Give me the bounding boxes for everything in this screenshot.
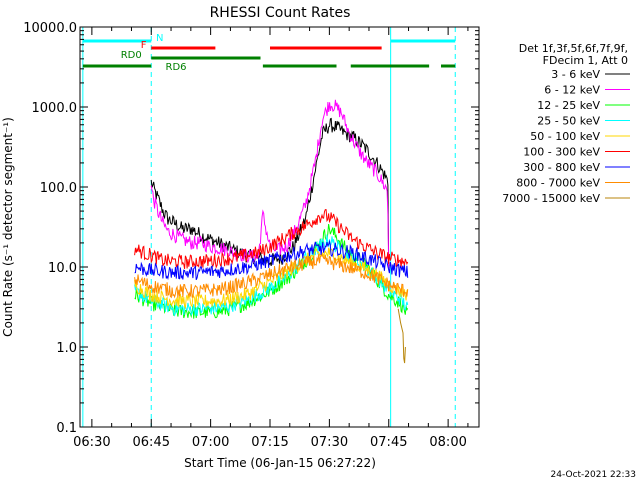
legend-entry-label: 12 - 25 keV <box>537 99 600 112</box>
legend-entry-label: 3 - 6 keV <box>551 68 600 81</box>
state-bar-label: F <box>141 40 147 51</box>
legend-entry-label: 100 - 300 keV <box>523 146 600 159</box>
axes: 0.1 1.0 10.0 100.0 1000.0 10000.0 06:30 06:45 07… <box>23 21 480 450</box>
series-line <box>134 253 409 299</box>
x-tick-label: 06:30 <box>73 435 110 450</box>
series-line <box>150 99 390 269</box>
timestamp: 24-Oct-2021 22:33 <box>551 470 636 480</box>
legend-entry-label: 25 - 50 keV <box>537 115 600 128</box>
chart-title: RHESSI Count Rates <box>210 5 351 21</box>
series-line <box>150 117 390 267</box>
legend-entry-label: 7000 - 15000 keV <box>502 192 600 205</box>
y-tick-label: 10000.0 <box>23 21 77 36</box>
legend-entry-label: 6 - 12 keV <box>544 84 600 97</box>
plot-frame <box>79 26 480 428</box>
series-line <box>134 209 409 269</box>
state-bar-label: RD6 <box>166 62 187 73</box>
y-axis-label: Count Rate (s⁻¹ detector segment⁻¹) <box>1 117 15 337</box>
legend-entry-label: 50 - 100 keV <box>530 130 600 143</box>
x-tick-label: 07:45 <box>370 435 407 450</box>
x-tick-label: 07:30 <box>311 435 348 450</box>
vertical-markers <box>82 27 456 427</box>
legend-header: FDecim 1, Att 0 <box>543 54 628 67</box>
y-tick-label: 100.0 <box>40 181 77 196</box>
y-tick-label: 1000.0 <box>32 101 78 116</box>
y-tick-label: 0.1 <box>56 421 77 436</box>
x-tick-label: 06:45 <box>133 435 170 450</box>
legend: Det 1f,3f,5f,6f,7f,9f,FDecim 1, Att 03 -… <box>502 42 630 205</box>
y-tick-label: 1.0 <box>56 341 77 356</box>
state-bar-label: RD0 <box>121 50 142 61</box>
series-layer <box>134 99 409 364</box>
x-axis-label: Start Time (06-Jan-15 06:27:22) <box>184 456 376 470</box>
y-tick-label: 10.0 <box>48 261 77 276</box>
x-tick-label: 08:00 <box>429 435 466 450</box>
x-tick-label: 07:15 <box>251 435 288 450</box>
legend-entry-label: 300 - 800 keV <box>523 161 600 174</box>
state-bar-label: N <box>156 33 163 44</box>
legend-entry-label: 800 - 7000 keV <box>516 177 600 190</box>
series-line <box>134 239 409 281</box>
legend-header: Det 1f,3f,5f,6f,7f,9f, <box>519 42 628 55</box>
x-tick-label: 07:00 <box>192 435 229 450</box>
series-line <box>397 308 406 364</box>
